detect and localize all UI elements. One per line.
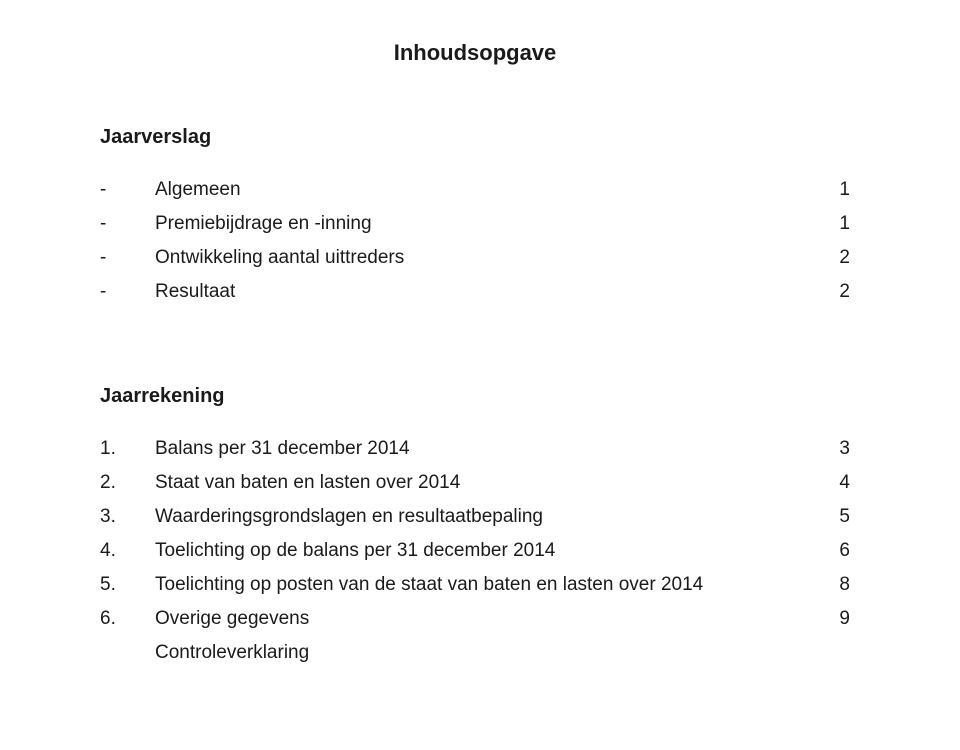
toc-label: Resultaat	[155, 281, 810, 303]
toc-label: Premiebijdrage en -inning	[155, 213, 810, 235]
toc-marker: -	[100, 247, 155, 269]
toc-page: 2	[810, 281, 850, 303]
toc-row: 1. Balans per 31 december 2014 3	[100, 438, 850, 460]
toc-page: 4	[810, 472, 850, 494]
toc-page: 6	[810, 540, 850, 562]
toc-row: - Premiebijdrage en -inning 1	[100, 213, 850, 235]
toc-page: 2	[810, 247, 850, 269]
toc-marker: -	[100, 179, 155, 201]
section-heading-jaarrekening: Jaarrekening	[100, 385, 850, 408]
toc-label: Balans per 31 december 2014	[155, 438, 810, 460]
toc-label: Staat van baten en lasten over 2014	[155, 472, 810, 494]
toc-marker: -	[100, 213, 155, 235]
toc-marker: 5.	[100, 574, 155, 596]
toc-footer-label: Controleverklaring	[155, 642, 810, 664]
toc-label: Algemeen	[155, 179, 810, 201]
toc-row: 4. Toelichting op de balans per 31 decem…	[100, 540, 850, 562]
toc-page: 3	[810, 438, 850, 460]
toc-marker: 4.	[100, 540, 155, 562]
toc-page: 8	[810, 574, 850, 596]
toc-row: 3. Waarderingsgrondslagen en resultaatbe…	[100, 506, 850, 528]
toc-marker: 2.	[100, 472, 155, 494]
toc-marker: -	[100, 281, 155, 303]
toc-label: Toelichting op de balans per 31 december…	[155, 540, 810, 562]
toc-row: 2. Staat van baten en lasten over 2014 4	[100, 472, 850, 494]
toc-label: Overige gegevens	[155, 608, 810, 630]
toc-page: 1	[810, 213, 850, 235]
toc-label: Toelichting op posten van de staat van b…	[155, 574, 810, 596]
toc-label: Waarderingsgrondslagen en resultaatbepal…	[155, 506, 810, 528]
toc-row: 5. Toelichting op posten van de staat va…	[100, 574, 850, 596]
toc-page: 9	[810, 608, 850, 630]
document-title: Inhoudsopgave	[100, 40, 850, 66]
toc-row: Controleverklaring	[100, 642, 850, 664]
toc-page: 5	[810, 506, 850, 528]
section-heading-jaarverslag: Jaarverslag	[100, 126, 850, 149]
toc-marker: 1.	[100, 438, 155, 460]
toc-row: 6. Overige gegevens 9	[100, 608, 850, 630]
toc-marker: 3.	[100, 506, 155, 528]
toc-row: - Algemeen 1	[100, 179, 850, 201]
toc-page: 1	[810, 179, 850, 201]
toc-row: - Resultaat 2	[100, 281, 850, 303]
toc-marker: 6.	[100, 608, 155, 630]
toc-label: Ontwikkeling aantal uittreders	[155, 247, 810, 269]
toc-row: - Ontwikkeling aantal uittreders 2	[100, 247, 850, 269]
